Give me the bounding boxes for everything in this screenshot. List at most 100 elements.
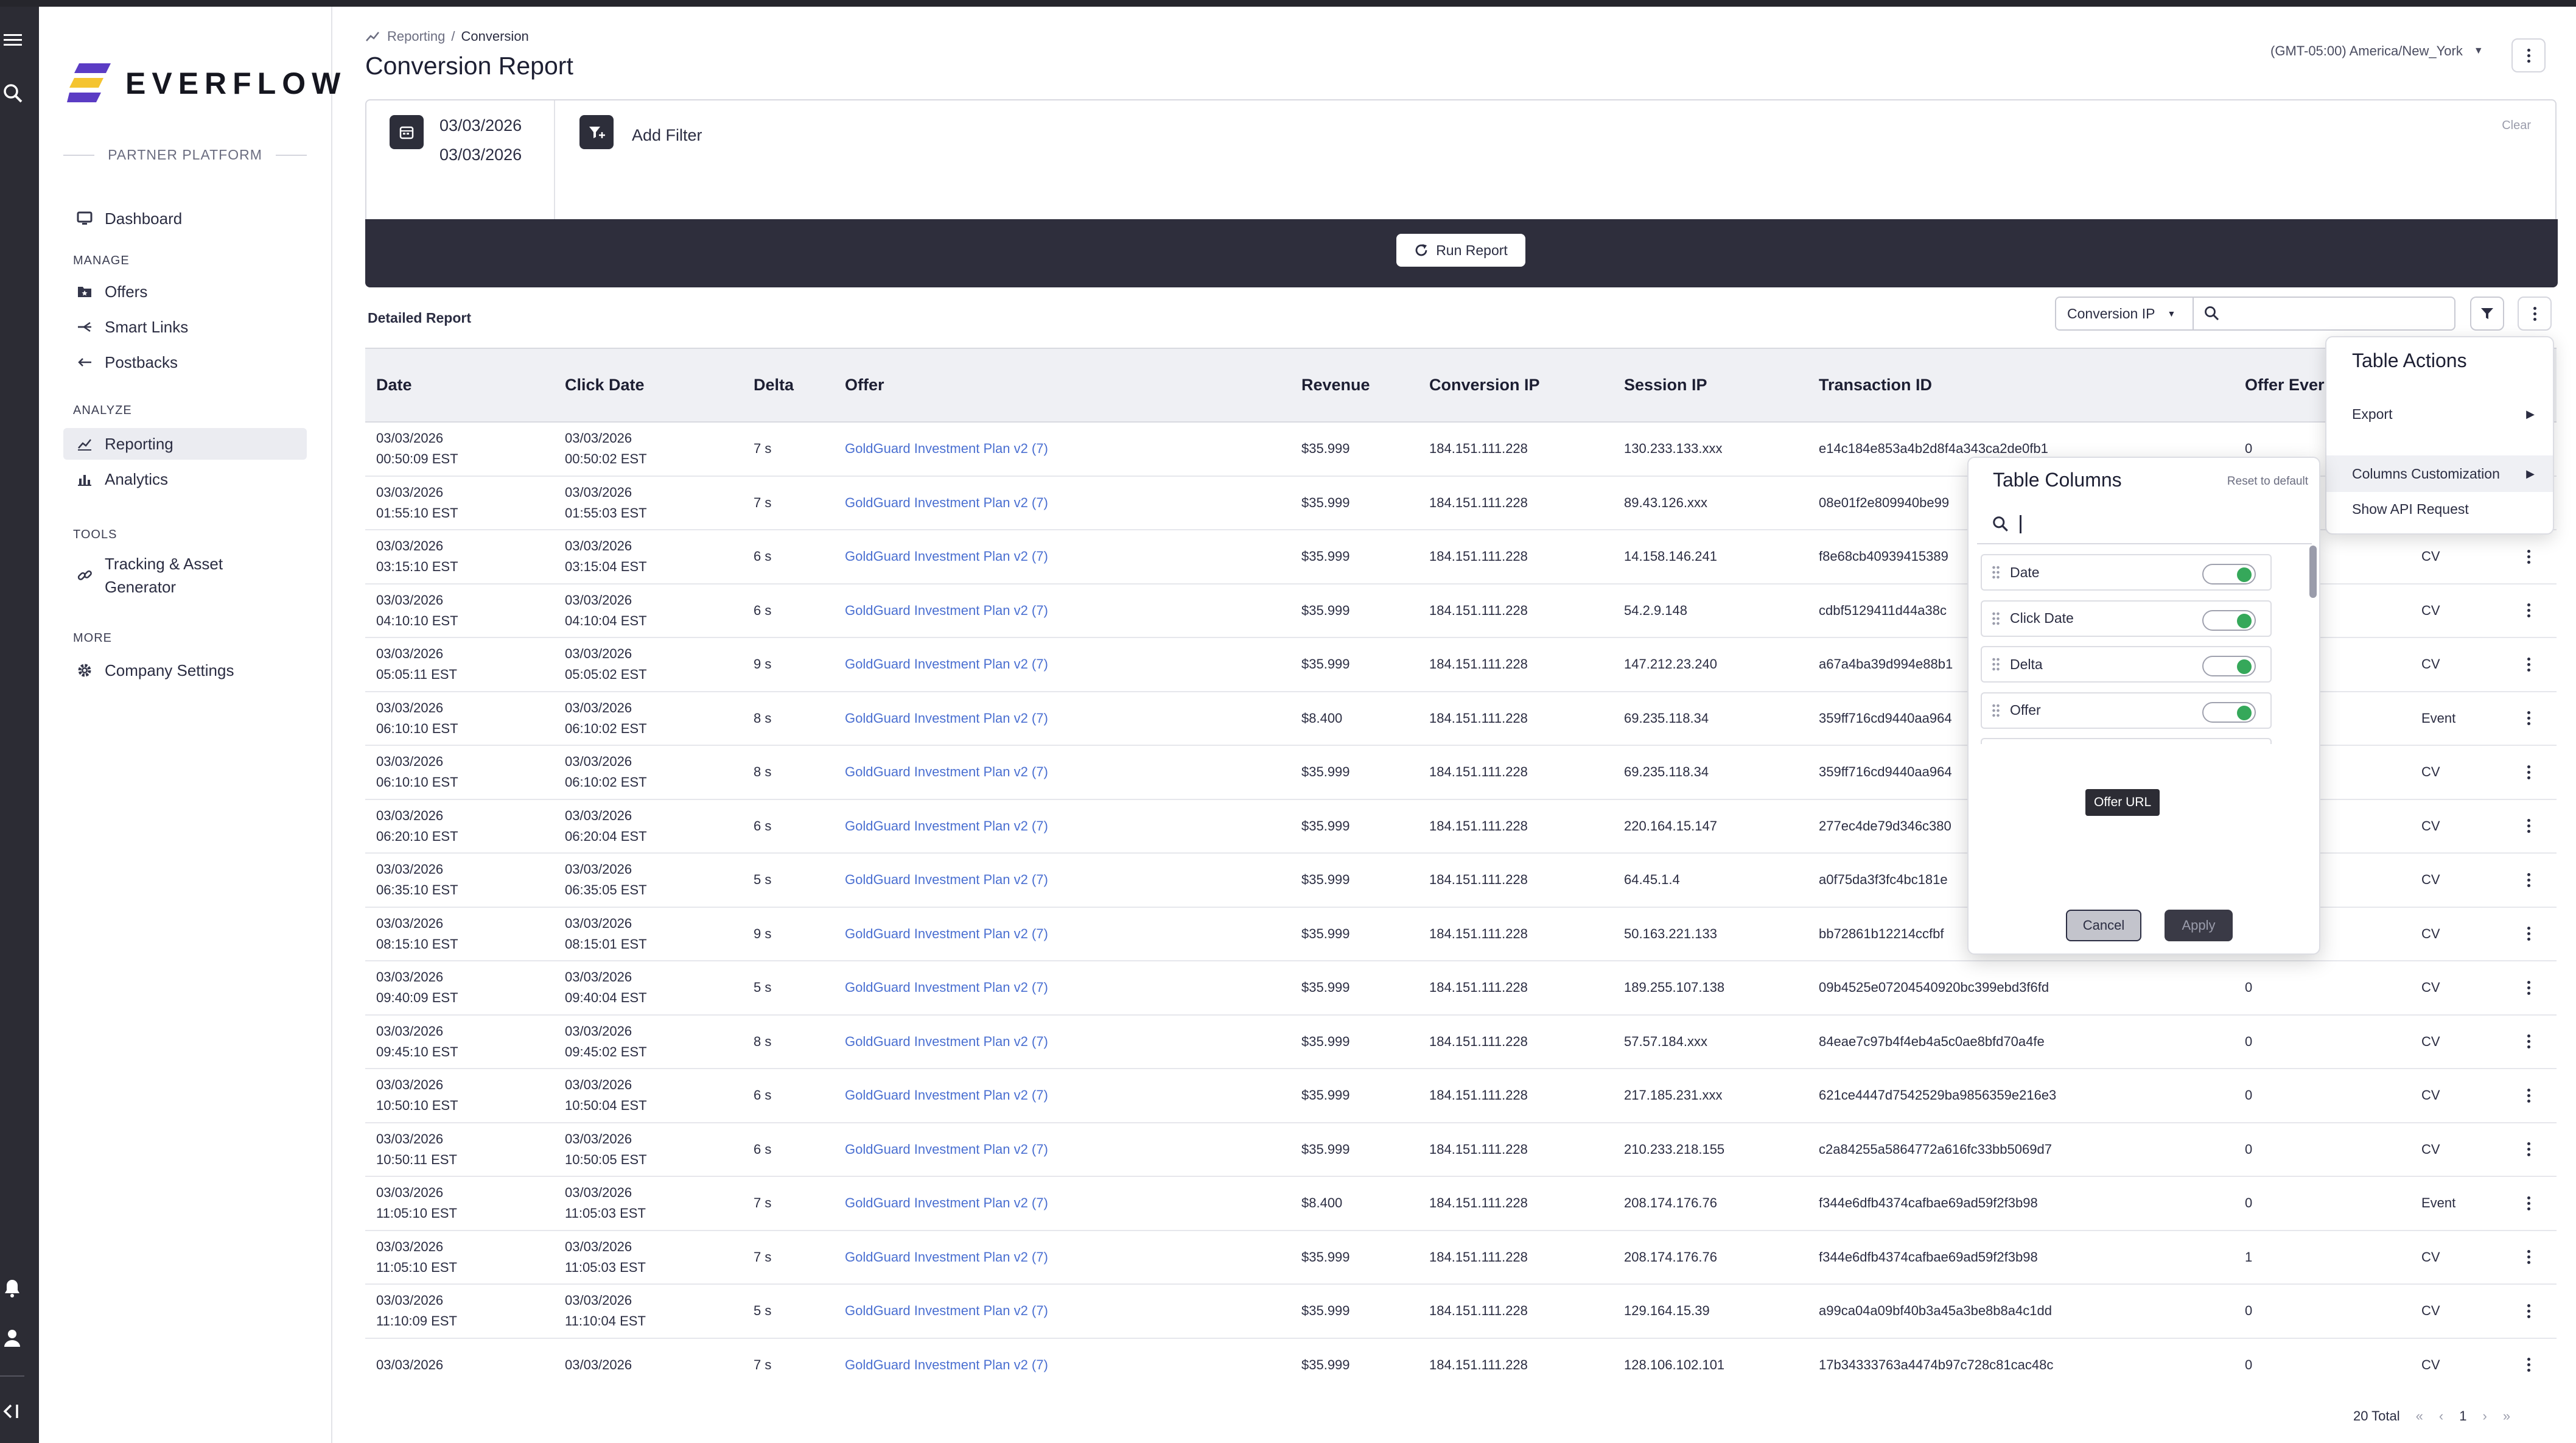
table-row[interactable]: 03/03/2026 05:05:11 EST 03/03/2026 05:05:02… <box>365 637 2557 692</box>
add-filter-icon[interactable] <box>579 115 614 149</box>
table-filter-button[interactable] <box>2470 297 2504 331</box>
offer-link[interactable]: GoldGuard Investment Plan v2 (7) <box>834 745 1290 800</box>
row-actions-button[interactable] <box>2502 691 2557 746</box>
offer-link[interactable]: GoldGuard Investment Plan v2 (7) <box>834 476 1290 530</box>
column-header[interactable]: Session IP <box>1613 349 1808 423</box>
row-actions-button[interactable] <box>2502 961 2557 1016</box>
table-actions-button[interactable] <box>2518 297 2552 331</box>
date-range-picker[interactable]: 03/03/2026 03/03/2026 <box>366 100 555 225</box>
table-row[interactable]: 03/03/2026 09:45:10 EST 03/03/2026 09:45:02… <box>365 1014 2557 1069</box>
column-header[interactable]: Click Date <box>554 349 743 423</box>
offer-link[interactable]: GoldGuard Investment Plan v2 (7) <box>834 1338 1290 1374</box>
table-row[interactable]: 03/03/2026 11:05:10 EST 03/03/2026 11:05:03… <box>365 1230 2557 1285</box>
row-actions-button[interactable] <box>2502 745 2557 800</box>
bell-icon[interactable] <box>0 1273 39 1312</box>
column-toggle-switch[interactable] <box>2202 701 2256 723</box>
run-report-button[interactable]: Run Report <box>1396 234 1525 267</box>
current-page[interactable]: 1 <box>2459 1408 2467 1424</box>
offer-link[interactable]: GoldGuard Investment Plan v2 (7) <box>834 583 1290 638</box>
column-toggle-switch[interactable] <box>2202 609 2256 631</box>
column-toggle-row[interactable]: Date <box>1981 554 2272 591</box>
row-actions-button[interactable] <box>2502 1014 2557 1069</box>
column-header[interactable]: Conversion IP <box>1418 349 1613 423</box>
column-toggle-switch[interactable] <box>2202 656 2256 676</box>
offer-link[interactable]: GoldGuard Investment Plan v2 (7) <box>834 799 1290 854</box>
column-header[interactable]: Delta <box>743 349 834 423</box>
nav-smart-links[interactable]: Smart Links <box>63 311 307 343</box>
page-more-button[interactable] <box>2511 38 2546 72</box>
row-actions-button[interactable] <box>2502 1284 2557 1339</box>
cancel-button[interactable]: Cancel <box>2066 910 2141 941</box>
row-actions-button[interactable] <box>2502 1230 2557 1285</box>
table-row[interactable]: 03/03/2026 06:10:10 EST 03/03/2026 06:10:02… <box>365 745 2557 800</box>
offer-link[interactable]: GoldGuard Investment Plan v2 (7) <box>834 1176 1290 1231</box>
row-actions-button[interactable] <box>2502 1122 2557 1177</box>
timezone-select[interactable]: (GMT-05:00) America/New_York ▼ <box>2270 43 2483 59</box>
nav-analytics[interactable]: Analytics <box>63 463 307 495</box>
row-actions-button[interactable] <box>2502 1176 2557 1231</box>
column-toggle-row[interactable]: Delta <box>1981 646 2272 683</box>
drag-handle-icon[interactable] <box>1992 657 2000 672</box>
offer-link[interactable]: GoldGuard Investment Plan v2 (7) <box>834 1014 1290 1069</box>
row-actions-button[interactable] <box>2502 799 2557 854</box>
offer-link[interactable]: GoldGuard Investment Plan v2 (7) <box>834 637 1290 692</box>
everflow-logo[interactable]: EVERFLOW <box>67 59 346 108</box>
column-header[interactable]: Transaction ID <box>1808 349 2234 423</box>
nav-postbacks[interactable]: Postbacks <box>63 346 307 378</box>
row-actions-button[interactable] <box>2502 637 2557 692</box>
nav-offers[interactable]: Offers <box>63 276 307 307</box>
nav-dashboard[interactable]: Dashboard <box>63 203 307 234</box>
clear-filters-link[interactable]: Clear <box>2502 119 2531 132</box>
table-row[interactable]: 03/03/2026 03/03/2026 7 s GoldGuard Investm… <box>365 1338 2557 1374</box>
column-toggle-row[interactable]: Offer URL <box>1981 738 2272 744</box>
offer-link[interactable]: GoldGuard Investment Plan v2 (7) <box>834 422 1290 477</box>
offer-link[interactable]: GoldGuard Investment Plan v2 (7) <box>834 1284 1290 1339</box>
group-by-select[interactable]: Conversion IP ▼ <box>2055 297 2194 331</box>
search-icon[interactable] <box>0 79 39 118</box>
columns-customization-menu-item[interactable]: Columns Customization ▶ <box>2326 455 2553 492</box>
offer-link[interactable]: GoldGuard Investment Plan v2 (7) <box>834 907 1290 961</box>
offer-link[interactable]: GoldGuard Investment Plan v2 (7) <box>834 530 1290 585</box>
row-actions-button[interactable] <box>2502 1069 2557 1123</box>
collapse-sidebar-icon[interactable] <box>0 1396 39 1435</box>
offer-link[interactable]: GoldGuard Investment Plan v2 (7) <box>834 691 1290 746</box>
column-toggle-row[interactable]: Offer <box>1981 692 2272 729</box>
first-page-button[interactable]: « <box>2415 1408 2423 1424</box>
table-row[interactable]: 03/03/2026 11:10:09 EST 03/03/2026 11:10:04… <box>365 1284 2557 1339</box>
columns-search-input[interactable] <box>1977 505 2312 544</box>
column-header[interactable]: Date <box>365 349 554 423</box>
table-row[interactable]: 03/03/2026 11:05:10 EST 03/03/2026 11:05:03… <box>365 1176 2557 1231</box>
row-actions-button[interactable] <box>2502 1338 2557 1374</box>
table-row[interactable]: 03/03/2026 09:40:09 EST 03/03/2026 09:40:04… <box>365 961 2557 1016</box>
offer-link[interactable]: GoldGuard Investment Plan v2 (7) <box>834 961 1290 1016</box>
table-row[interactable]: 03/03/2026 10:50:11 EST 03/03/2026 10:50:05… <box>365 1122 2557 1177</box>
prev-page-button[interactable]: ‹ <box>2438 1408 2444 1424</box>
report-search-input[interactable] <box>2193 297 2455 331</box>
table-row[interactable]: 03/03/2026 00:50:09 EST 03/03/2026 00:50:02… <box>365 422 2557 477</box>
export-menu-item[interactable]: Export ▶ <box>2326 396 2553 432</box>
row-actions-button[interactable] <box>2502 583 2557 638</box>
offer-link[interactable]: GoldGuard Investment Plan v2 (7) <box>834 1230 1290 1285</box>
apply-button[interactable]: Apply <box>2165 910 2233 941</box>
add-filter-button[interactable]: Add Filter <box>632 126 702 144</box>
row-actions-button[interactable] <box>2502 907 2557 961</box>
table-row[interactable]: 03/03/2026 10:50:10 EST 03/03/2026 10:50:04… <box>365 1069 2557 1123</box>
table-row[interactable]: 03/03/2026 06:35:10 EST 03/03/2026 06:35:05… <box>365 853 2557 908</box>
column-header[interactable]: Offer <box>834 349 1290 423</box>
nav-tracking-generator[interactable]: Tracking & Asset Generator <box>63 550 307 601</box>
row-actions-button[interactable] <box>2502 853 2557 908</box>
offer-link[interactable]: GoldGuard Investment Plan v2 (7) <box>834 853 1290 908</box>
breadcrumb-reporting[interactable]: Reporting <box>387 29 446 44</box>
drag-handle-icon[interactable] <box>1992 703 2000 718</box>
reset-to-default-link[interactable]: Reset to default <box>2227 475 2308 488</box>
next-page-button[interactable]: › <box>2482 1408 2487 1424</box>
user-icon[interactable] <box>0 1323 39 1362</box>
row-actions-button[interactable] <box>2502 530 2557 585</box>
last-page-button[interactable]: » <box>2502 1408 2511 1424</box>
nav-company-settings[interactable]: Company Settings <box>63 655 307 686</box>
column-toggle-switch[interactable] <box>2202 564 2256 585</box>
drag-handle-icon[interactable] <box>1992 565 2000 580</box>
offer-link[interactable]: GoldGuard Investment Plan v2 (7) <box>834 1122 1290 1177</box>
offer-link[interactable]: GoldGuard Investment Plan v2 (7) <box>834 1069 1290 1123</box>
column-header[interactable]: Revenue <box>1290 349 1418 423</box>
